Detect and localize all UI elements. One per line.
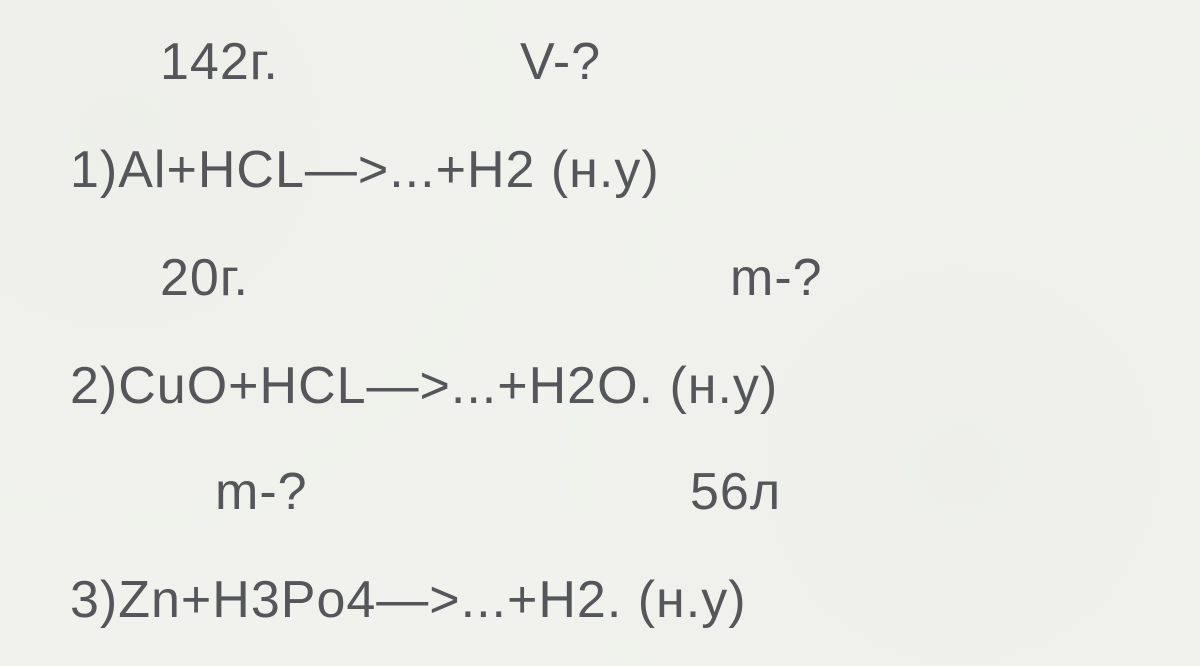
problem1-find-volume: V-? <box>520 32 601 92</box>
problem3-find-mass: m-? <box>215 462 308 522</box>
problem1-equation: 1)Al+HCL—>...+H2 (н.у) <box>70 140 660 200</box>
problem2-find-mass: m-? <box>730 248 823 308</box>
problem2-equation: 2)CuO+HCL—>...+H2O. (н.у) <box>70 356 778 416</box>
problem1-given-mass: 142г. <box>160 32 279 92</box>
problem3-given-volume: 56л <box>690 462 781 522</box>
problem3-equation: 3)Zn+H3Po4—>...+H2. (н.у) <box>70 570 747 630</box>
chemistry-problems-sheet: 142г. V-? 1)Al+HCL—>...+H2 (н.у) 20г. m-… <box>0 0 1200 666</box>
problem2-given-mass: 20г. <box>160 248 249 308</box>
